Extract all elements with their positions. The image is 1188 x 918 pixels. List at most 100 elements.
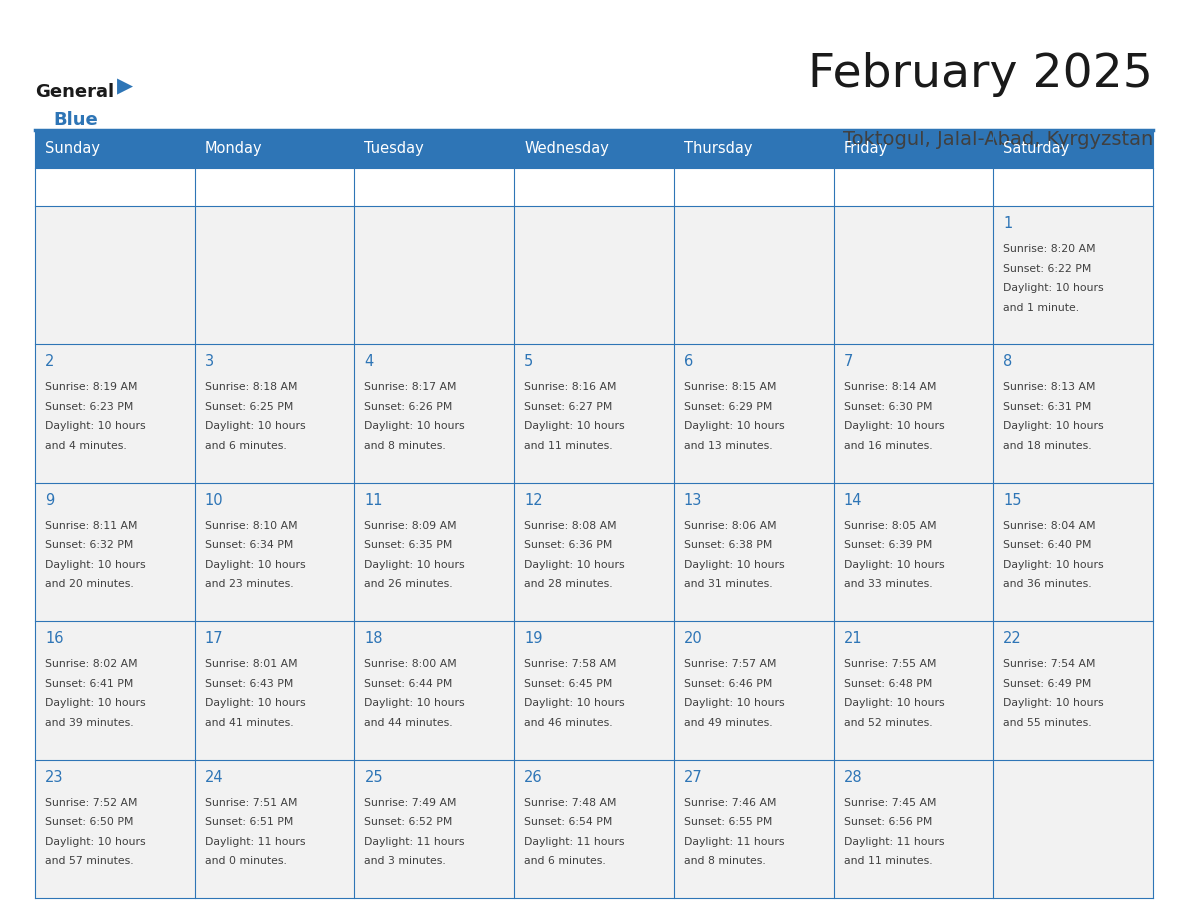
Text: and 0 minutes.: and 0 minutes. (204, 856, 286, 866)
Text: Daylight: 10 hours: Daylight: 10 hours (1004, 421, 1104, 431)
Bar (674, 344, 834, 483)
Text: Daylight: 10 hours: Daylight: 10 hours (45, 560, 146, 570)
Bar (195, 483, 354, 621)
Text: Sunrise: 7:55 AM: Sunrise: 7:55 AM (843, 659, 936, 669)
Text: Sunrise: 8:09 AM: Sunrise: 8:09 AM (365, 521, 457, 531)
Bar (354, 759, 514, 898)
Text: Sunrise: 8:04 AM: Sunrise: 8:04 AM (1004, 521, 1095, 531)
Text: 18: 18 (365, 632, 383, 646)
Text: and 8 minutes.: and 8 minutes. (365, 441, 447, 451)
Text: Sunrise: 8:11 AM: Sunrise: 8:11 AM (45, 521, 138, 531)
Bar (514, 621, 674, 759)
Text: Sunset: 6:30 PM: Sunset: 6:30 PM (843, 402, 933, 412)
Bar (834, 344, 993, 483)
Bar (993, 483, 1154, 621)
Text: Sunset: 6:48 PM: Sunset: 6:48 PM (843, 678, 931, 688)
Bar (34, 483, 195, 621)
Text: Sunset: 6:38 PM: Sunset: 6:38 PM (684, 541, 772, 550)
Bar (674, 130, 834, 168)
Text: Daylight: 10 hours: Daylight: 10 hours (1004, 699, 1104, 708)
Text: 26: 26 (524, 769, 543, 785)
Text: Sunset: 6:43 PM: Sunset: 6:43 PM (204, 678, 293, 688)
Text: Daylight: 10 hours: Daylight: 10 hours (684, 699, 784, 708)
Text: Sunrise: 8:14 AM: Sunrise: 8:14 AM (843, 383, 936, 392)
Text: 10: 10 (204, 493, 223, 508)
Bar (993, 621, 1154, 759)
Bar (195, 206, 354, 344)
Text: 3: 3 (204, 354, 214, 369)
Text: 16: 16 (45, 632, 63, 646)
Text: 21: 21 (843, 632, 862, 646)
Text: and 8 minutes.: and 8 minutes. (684, 856, 765, 866)
Text: Sunrise: 8:17 AM: Sunrise: 8:17 AM (365, 383, 457, 392)
Text: Wednesday: Wednesday (524, 141, 609, 156)
Text: Sunrise: 8:15 AM: Sunrise: 8:15 AM (684, 383, 776, 392)
Bar (993, 344, 1154, 483)
Bar (993, 130, 1154, 168)
Text: Daylight: 11 hours: Daylight: 11 hours (684, 836, 784, 846)
Text: and 26 minutes.: and 26 minutes. (365, 579, 453, 589)
Text: 6: 6 (684, 354, 693, 369)
Bar (354, 483, 514, 621)
Bar (195, 759, 354, 898)
Text: Sunrise: 8:19 AM: Sunrise: 8:19 AM (45, 383, 138, 392)
Text: Daylight: 10 hours: Daylight: 10 hours (45, 699, 146, 708)
Bar (34, 344, 195, 483)
Bar (195, 621, 354, 759)
Text: 22: 22 (1004, 632, 1022, 646)
Text: Sunrise: 7:58 AM: Sunrise: 7:58 AM (524, 659, 617, 669)
Text: and 52 minutes.: and 52 minutes. (843, 718, 933, 728)
Text: Daylight: 10 hours: Daylight: 10 hours (365, 699, 465, 708)
Text: 5: 5 (524, 354, 533, 369)
Text: and 6 minutes.: and 6 minutes. (524, 856, 606, 866)
Text: Daylight: 10 hours: Daylight: 10 hours (843, 560, 944, 570)
Bar (195, 130, 354, 168)
Text: Daylight: 11 hours: Daylight: 11 hours (204, 836, 305, 846)
Text: Sunday: Sunday (45, 141, 100, 156)
Text: and 57 minutes.: and 57 minutes. (45, 856, 133, 866)
Text: Sunrise: 7:49 AM: Sunrise: 7:49 AM (365, 798, 457, 808)
Text: Daylight: 10 hours: Daylight: 10 hours (365, 421, 465, 431)
Text: General: General (34, 83, 114, 101)
Text: Sunset: 6:44 PM: Sunset: 6:44 PM (365, 678, 453, 688)
Text: and 28 minutes.: and 28 minutes. (524, 579, 613, 589)
Text: and 31 minutes.: and 31 minutes. (684, 579, 772, 589)
Text: Thursday: Thursday (684, 141, 752, 156)
Text: and 3 minutes.: and 3 minutes. (365, 856, 447, 866)
Text: Daylight: 10 hours: Daylight: 10 hours (365, 560, 465, 570)
Text: Sunrise: 8:08 AM: Sunrise: 8:08 AM (524, 521, 617, 531)
Bar (514, 344, 674, 483)
Text: Sunset: 6:32 PM: Sunset: 6:32 PM (45, 541, 133, 550)
Text: Daylight: 10 hours: Daylight: 10 hours (524, 421, 625, 431)
Text: Daylight: 10 hours: Daylight: 10 hours (204, 560, 305, 570)
Text: Sunrise: 8:18 AM: Sunrise: 8:18 AM (204, 383, 297, 392)
Text: and 13 minutes.: and 13 minutes. (684, 441, 772, 451)
Text: February 2025: February 2025 (808, 52, 1154, 97)
Text: 17: 17 (204, 632, 223, 646)
Text: Daylight: 10 hours: Daylight: 10 hours (524, 699, 625, 708)
Text: and 18 minutes.: and 18 minutes. (1004, 441, 1092, 451)
Text: and 20 minutes.: and 20 minutes. (45, 579, 134, 589)
Text: 19: 19 (524, 632, 543, 646)
Bar (674, 206, 834, 344)
Text: Daylight: 10 hours: Daylight: 10 hours (204, 699, 305, 708)
Text: Sunset: 6:31 PM: Sunset: 6:31 PM (1004, 402, 1092, 412)
Bar (674, 621, 834, 759)
Text: 12: 12 (524, 493, 543, 508)
Text: 2: 2 (45, 354, 55, 369)
Text: Sunrise: 8:02 AM: Sunrise: 8:02 AM (45, 659, 138, 669)
Bar (34, 621, 195, 759)
Bar (514, 206, 674, 344)
Text: 15: 15 (1004, 493, 1022, 508)
Bar (354, 206, 514, 344)
Text: and 11 minutes.: and 11 minutes. (843, 856, 933, 866)
Text: 24: 24 (204, 769, 223, 785)
Text: Daylight: 10 hours: Daylight: 10 hours (204, 421, 305, 431)
Text: Sunset: 6:52 PM: Sunset: 6:52 PM (365, 817, 453, 827)
Text: Saturday: Saturday (1004, 141, 1069, 156)
Text: and 6 minutes.: and 6 minutes. (204, 441, 286, 451)
Text: Sunset: 6:34 PM: Sunset: 6:34 PM (204, 541, 293, 550)
Text: 4: 4 (365, 354, 374, 369)
Text: Sunrise: 8:16 AM: Sunrise: 8:16 AM (524, 383, 617, 392)
Text: Sunset: 6:36 PM: Sunset: 6:36 PM (524, 541, 613, 550)
